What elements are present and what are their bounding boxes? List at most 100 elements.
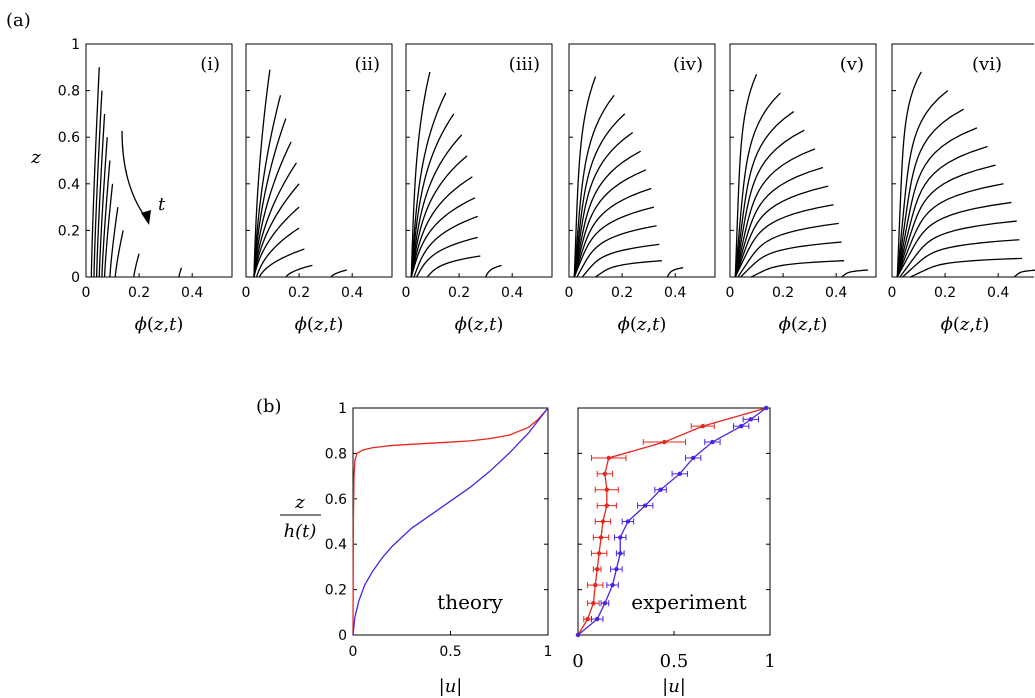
x-tick-label: 0 [402, 285, 411, 301]
axes-frame [405, 43, 553, 278]
phi-profile-line [841, 269, 869, 278]
x-tick-label: 0.2 [288, 285, 310, 301]
phi-profile-line [666, 267, 684, 278]
phi-profile-line [734, 92, 781, 278]
x-tick-label: 0 [242, 285, 251, 301]
x-tick-label: 0.2 [448, 285, 470, 301]
phi-profile-line [896, 164, 996, 278]
x-tick-label: 0 [888, 285, 897, 301]
phi-profile-line [485, 264, 502, 278]
subpanel-label: (i) [200, 54, 220, 75]
y-tick-label: 0 [338, 628, 347, 644]
phi-profile-line [258, 248, 305, 278]
phi-profile-line [114, 230, 124, 278]
phi-profile-line [103, 183, 114, 278]
x-tick-label: 0 [565, 285, 574, 301]
y-tick-label: 0.6 [58, 130, 80, 146]
x-axis-label: ϕ(z,t) [455, 314, 504, 335]
phi-profile-line [410, 92, 447, 278]
phi-profile-line [910, 257, 1023, 278]
x-tick-label: 0.4 [341, 285, 363, 301]
x-axis-label: |u| [439, 676, 463, 697]
phi-profile-line [896, 90, 949, 278]
x-axis-label: ϕ(z,t) [618, 314, 667, 335]
subpanel-label: (vi) [972, 54, 1002, 75]
phi-profile-line [416, 236, 478, 278]
phi-profile-line [426, 255, 481, 278]
phi-profile-line [581, 243, 660, 278]
velocity-profile-line [577, 407, 767, 636]
phi-profile-line [253, 206, 300, 278]
velocity-profile-line [352, 407, 549, 636]
y-tick-label: 0.4 [58, 177, 80, 193]
phi-profile-line [101, 160, 111, 278]
x-tick-label: 0.4 [987, 285, 1009, 301]
y-tick-label: 0.4 [325, 537, 347, 553]
phi-profile-line [573, 94, 615, 278]
phi-profile-line [330, 269, 348, 278]
x-tick-label: 0.2 [934, 285, 956, 301]
axes-frame [85, 43, 233, 278]
plot-title: theory [437, 590, 503, 614]
y-axis-label-numerator: z [294, 492, 305, 513]
phi-profile-line [896, 201, 1012, 278]
phi-profile-line [573, 113, 626, 278]
phi-profile-line [896, 108, 964, 278]
phi-profile-line [413, 215, 478, 278]
phi-profile-line [253, 95, 282, 278]
phi-profile-line [93, 90, 103, 278]
phi-profile-line [573, 150, 641, 278]
x-tick-label: 0 [349, 644, 358, 660]
x-axis-label: ϕ(z,t) [779, 314, 828, 335]
x-tick-label: 0.5 [439, 644, 461, 660]
phi-profile-line [410, 71, 431, 278]
phi-profile-line [573, 132, 634, 278]
phi-profile-line [573, 187, 652, 278]
phi-profile-line [896, 127, 978, 278]
phi-profile-line [750, 260, 845, 278]
y-tick-label: 0.2 [325, 583, 347, 599]
arrow-head-icon [141, 210, 151, 225]
x-tick-label: 0.2 [128, 285, 150, 301]
phi-profile-line [740, 241, 842, 278]
phi-profile-line [95, 113, 106, 278]
phi-profile-line [734, 111, 795, 278]
y-tick-label: 0 [71, 270, 80, 286]
axes-frame [891, 43, 1034, 278]
phi-profile-line [734, 204, 834, 278]
phi-profile-line [734, 166, 824, 278]
phi-profile-line [253, 162, 297, 278]
x-axis-label: |u| [662, 676, 686, 697]
panel-label-b: (b) [256, 396, 282, 417]
axes-frame [729, 43, 877, 278]
phi-profile-line [902, 239, 1020, 278]
phi-profile-line [410, 176, 473, 278]
velocity-profile-line [352, 407, 549, 636]
x-tick-label: 1 [764, 651, 775, 672]
phi-profile-line [737, 222, 839, 278]
phi-profile-line [253, 183, 300, 278]
phi-profile-line [109, 207, 119, 278]
y-tick-label: 1 [71, 37, 80, 53]
x-tick-label: 0 [572, 651, 583, 672]
phi-profile-line [734, 148, 816, 278]
phi-profile-line [255, 227, 300, 278]
phi-profile-line [410, 134, 463, 278]
phi-profile-line [253, 141, 292, 278]
phi-profile-line [90, 67, 100, 278]
phi-profile-line [410, 155, 468, 278]
phi-profile-line [410, 113, 455, 278]
phi-profile-line [595, 260, 662, 278]
y-tick-label: 1 [338, 401, 347, 417]
axes-frame [245, 43, 393, 278]
x-tick-label: 1 [544, 644, 553, 660]
x-tick-label: 0 [726, 285, 735, 301]
x-tick-label: 0.4 [825, 285, 847, 301]
x-tick-label: 0.4 [664, 285, 686, 301]
data-point [763, 405, 769, 411]
axes-frame [568, 43, 716, 278]
x-axis-label: ϕ(z,t) [295, 314, 344, 335]
phi-profile-line [899, 220, 1017, 278]
data-point [575, 632, 581, 638]
